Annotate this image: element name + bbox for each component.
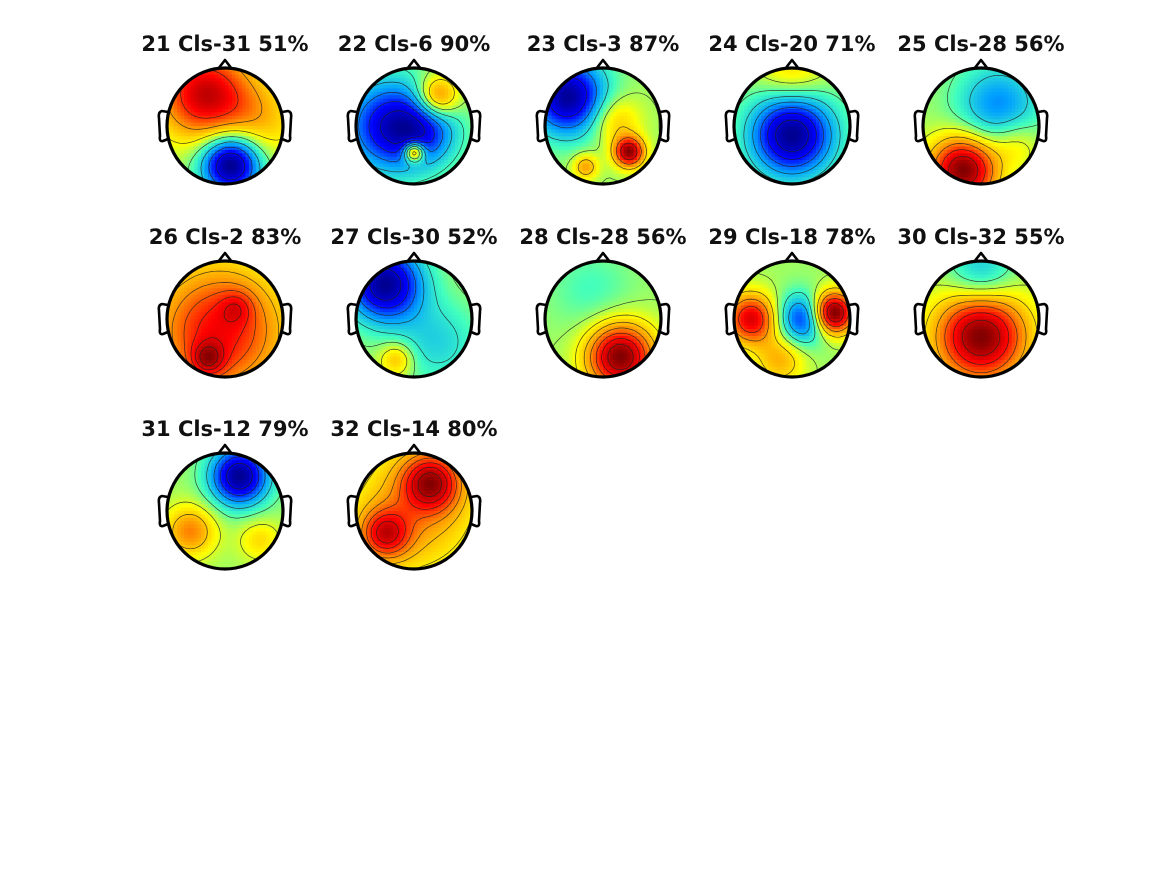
component-title: 30 Cls-32 55%: [897, 225, 1065, 249]
scalp-map: [535, 251, 671, 379]
topoplot-panel-32: 32 Cls-14 80%: [319, 416, 509, 591]
head-outline: [354, 66, 474, 186]
scalp-map: [346, 443, 482, 571]
scalp-map: [346, 251, 482, 379]
head-outline: [543, 66, 663, 186]
topoplot-panel-30: 30 Cls-32 55%: [886, 224, 1076, 399]
head-outline: [543, 259, 663, 379]
scalp-map: [157, 251, 293, 379]
scalp-color-map: [545, 68, 661, 184]
head-outline: [921, 66, 1041, 186]
head-outline: [732, 66, 852, 186]
component-title: 27 Cls-30 52%: [330, 225, 498, 249]
left-ear: [535, 302, 547, 336]
scalp-map: [157, 58, 293, 186]
left-ear: [157, 109, 169, 143]
topoplot-panel-21: 21 Cls-31 51%: [130, 31, 320, 206]
left-ear: [157, 494, 169, 528]
scalp-map: [157, 443, 293, 571]
scalp-map: [535, 58, 671, 186]
topoplot-panel-23: 23 Cls-3 87%: [508, 31, 698, 206]
topoplot-panel-29: 29 Cls-18 78%: [697, 224, 887, 399]
right-ear: [470, 302, 482, 336]
head-outline: [165, 66, 285, 186]
scalp-color-map: [734, 68, 850, 184]
nose-marker: [972, 58, 990, 70]
topoplot-panel-24: 24 Cls-20 71%: [697, 31, 887, 206]
scalp-map: [913, 251, 1049, 379]
component-title: 31 Cls-12 79%: [141, 417, 309, 441]
nose-marker: [405, 251, 423, 263]
scalp-map: [346, 58, 482, 186]
component-title: 22 Cls-6 90%: [337, 32, 491, 56]
head-outline: [354, 259, 474, 379]
head-outline: [354, 451, 474, 571]
left-ear: [346, 494, 358, 528]
head-outline: [921, 259, 1041, 379]
nose-marker: [594, 251, 612, 263]
right-ear: [1037, 302, 1049, 336]
nose-marker: [783, 58, 801, 70]
topoplot-panel-25: 25 Cls-28 56%: [886, 31, 1076, 206]
nose-marker: [216, 443, 234, 455]
topoplot-panel-26: 26 Cls-2 83%: [130, 224, 320, 399]
component-title: 23 Cls-3 87%: [526, 32, 680, 56]
scalp-map: [724, 251, 860, 379]
nose-marker: [405, 58, 423, 70]
head-outline: [732, 259, 852, 379]
component-title: 26 Cls-2 83%: [148, 225, 302, 249]
topoplot-panel-31: 31 Cls-12 79%: [130, 416, 320, 591]
right-ear: [281, 109, 293, 143]
topoplot-panel-28: 28 Cls-28 56%: [508, 224, 698, 399]
left-ear: [724, 109, 736, 143]
head-outline: [165, 259, 285, 379]
right-ear: [281, 494, 293, 528]
right-ear: [1037, 109, 1049, 143]
component-title: 32 Cls-14 80%: [330, 417, 498, 441]
right-ear: [659, 109, 671, 143]
nose-marker: [405, 443, 423, 455]
right-ear: [659, 302, 671, 336]
nose-marker: [216, 58, 234, 70]
right-ear: [470, 109, 482, 143]
nose-marker: [972, 251, 990, 263]
right-ear: [281, 302, 293, 336]
scalp-map: [724, 58, 860, 186]
scalp-color-map: [356, 453, 472, 569]
component-title: 29 Cls-18 78%: [708, 225, 876, 249]
left-ear: [913, 302, 925, 336]
left-ear: [346, 302, 358, 336]
component-title: 28 Cls-28 56%: [519, 225, 687, 249]
left-ear: [346, 109, 358, 143]
topoplot-panel-22: 22 Cls-6 90%: [319, 31, 509, 206]
right-ear: [848, 109, 860, 143]
right-ear: [470, 494, 482, 528]
nose-marker: [783, 251, 801, 263]
left-ear: [724, 302, 736, 336]
nose-marker: [594, 58, 612, 70]
right-ear: [848, 302, 860, 336]
left-ear: [913, 109, 925, 143]
component-title: 24 Cls-20 71%: [708, 32, 876, 56]
left-ear: [157, 302, 169, 336]
nose-marker: [216, 251, 234, 263]
contour-lines: [356, 68, 471, 184]
scalp-map: [913, 58, 1049, 186]
left-ear: [535, 109, 547, 143]
topoplot-panel-27: 27 Cls-30 52%: [319, 224, 509, 399]
component-title: 25 Cls-28 56%: [897, 32, 1065, 56]
component-title: 21 Cls-31 51%: [141, 32, 309, 56]
head-outline: [165, 451, 285, 571]
